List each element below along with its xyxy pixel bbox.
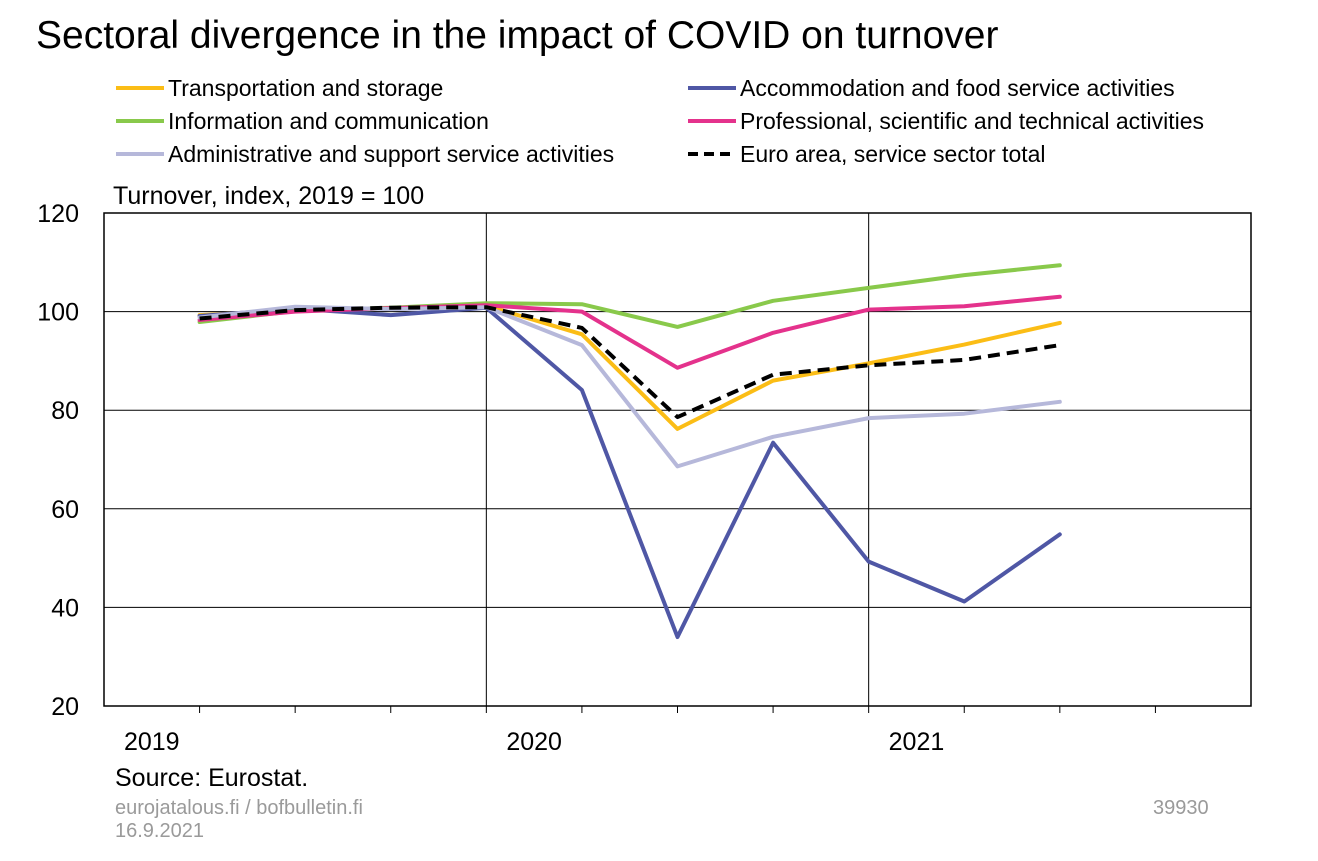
legend-swatch-euro-area (688, 152, 736, 156)
y-tick-label-80: 80 (51, 397, 79, 425)
footer-date: 16.9.2021 (115, 820, 204, 842)
series-line-information-and-communication (197, 263, 1062, 329)
chart-title: Sectoral divergence in the impact of COV… (36, 14, 999, 57)
legend-label-administrative: Administrative and support service activ… (168, 140, 615, 167)
legend-item-information: Information and communication (114, 107, 489, 135)
legend-swatch-accommodation (688, 86, 736, 90)
footer-site: eurojatalous.fi / bofbulletin.fi (115, 797, 363, 819)
legend-label-accommodation: Accommodation and food service activitie… (740, 74, 1175, 101)
y-tick-label-40: 40 (51, 594, 79, 622)
legend-item-accommodation: Accommodation and food service activitie… (686, 74, 1175, 102)
series-line-euro-area-service-sector-total (199, 305, 1061, 420)
legend-swatch-professional (688, 119, 736, 123)
series-line-accommodation-and-food-service-activities (197, 305, 1062, 639)
legend-label-information: Information and communication (168, 107, 489, 134)
y-axis-label: Turnover, index, 2019 = 100 (113, 182, 425, 210)
legend-label-professional: Professional, scientific and technical a… (740, 107, 1205, 134)
source-note: Source: Eurostat. (115, 764, 309, 792)
legend-item-professional: Professional, scientific and technical a… (686, 107, 1204, 135)
x-tick-label-2020: 2020 (506, 728, 562, 756)
footer-code: 39930 (1153, 797, 1209, 819)
legend-item-transportation: Transportation and storage (114, 74, 443, 102)
y-tick-label-120: 120 (37, 200, 79, 228)
legend-label-euro-area: Euro area, service sector total (740, 140, 1046, 167)
legend-swatch-transportation (116, 86, 164, 90)
x-tick-label-2019: 2019 (124, 728, 180, 756)
y-tick-label-20: 20 (51, 693, 79, 721)
legend-item-administrative: Administrative and support service activ… (114, 140, 614, 168)
legend-item-euro-area: Euro area, service sector total (686, 140, 1046, 168)
series-line-administrative-and-support-service-activities (197, 304, 1062, 469)
legend-swatch-information (116, 119, 164, 123)
legend-swatch-administrative (116, 152, 164, 156)
legend-label-transportation: Transportation and storage (168, 74, 444, 101)
y-tick-label-100: 100 (37, 299, 79, 327)
y-tick-label-60: 60 (51, 496, 79, 524)
x-tick-label-2021: 2021 (889, 728, 945, 756)
